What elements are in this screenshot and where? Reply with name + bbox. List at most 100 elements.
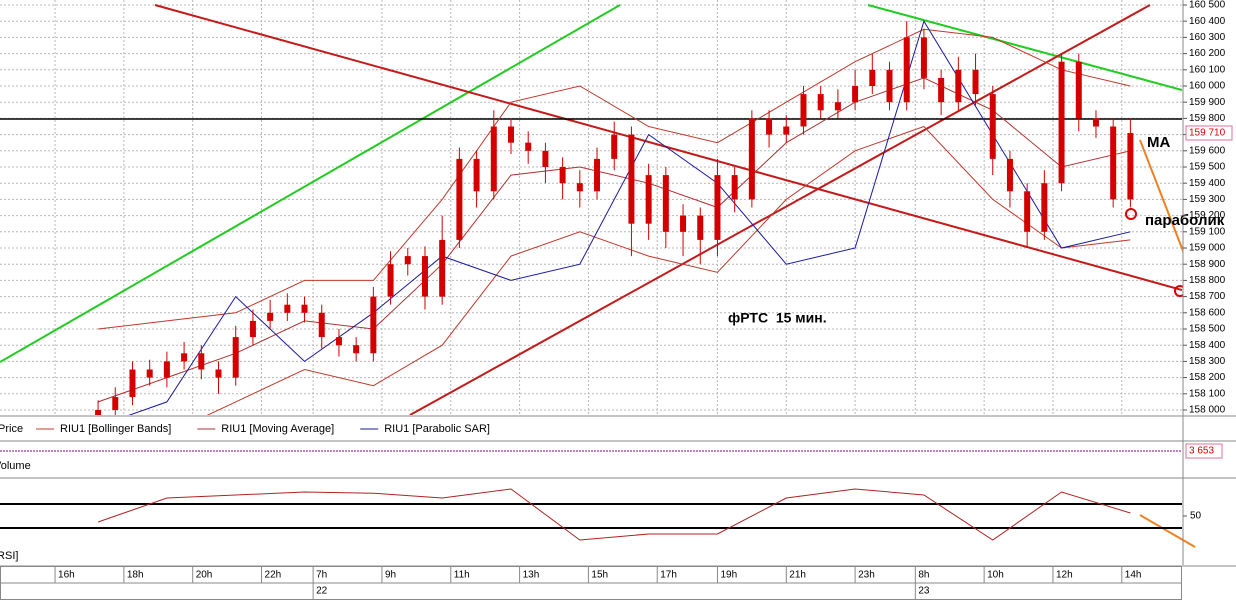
trend-line <box>867 4 1182 91</box>
candle-body <box>955 69 962 103</box>
y-tick-label: 158 600 <box>1189 307 1226 318</box>
panel-title: Volume <box>0 460 31 472</box>
x-tick-label: 10h <box>987 570 1004 581</box>
candle-body <box>576 183 583 192</box>
x-tick-label: 23h <box>858 570 875 581</box>
candle-body <box>353 345 360 354</box>
x-tick-label: 15h <box>591 570 608 581</box>
panel-title: [RSI] <box>0 550 18 562</box>
date-label: 23 <box>918 586 930 597</box>
value-label: 3 653 <box>1189 446 1214 457</box>
candle-body <box>507 126 514 143</box>
x-tick-label: 19h <box>720 570 737 581</box>
x-tick-label: 13h <box>523 570 540 581</box>
candle-body <box>163 361 170 378</box>
candle-body <box>628 134 635 224</box>
candle-body <box>404 256 411 265</box>
candle-body <box>490 126 497 192</box>
time-axis <box>0 566 1182 600</box>
candle-body <box>421 256 428 297</box>
x-tick-label: 20h <box>196 570 213 581</box>
candle-body <box>645 175 652 224</box>
y-tick-label: 160 400 <box>1189 16 1226 27</box>
legend-entry: RIU1 [Moving Average] <box>221 423 334 435</box>
candle-body <box>834 102 841 111</box>
candle-body <box>112 397 119 410</box>
candle-body <box>800 94 807 127</box>
candle-body <box>748 118 755 200</box>
candle-body <box>267 312 274 321</box>
candle-body <box>318 312 325 338</box>
candle-body <box>714 175 721 240</box>
y-tick-label: 160 500 <box>1189 0 1226 11</box>
legend-entry: Price <box>0 423 23 435</box>
candle-body <box>662 175 669 232</box>
y-tick-label: 159 200 <box>1189 210 1226 221</box>
candle-body <box>456 158 463 240</box>
y-tick-label: 158 100 <box>1189 388 1226 399</box>
y-tick-label: 159 000 <box>1189 243 1226 254</box>
x-tick-label: 11h <box>454 570 470 581</box>
candle-body <box>335 337 342 346</box>
legend-entry: RIU1 [Parabolic SAR] <box>384 423 490 435</box>
marker <box>1125 208 1137 220</box>
x-tick-label: 16h <box>58 570 75 581</box>
y-tick-label: 160 200 <box>1189 48 1226 59</box>
candle-body <box>766 118 773 135</box>
trend-line <box>0 4 621 363</box>
candle-body <box>869 69 876 86</box>
candle-body <box>938 77 945 103</box>
y-tick-label: 159 800 <box>1189 113 1226 124</box>
candle-body <box>611 134 618 159</box>
candle-body <box>525 142 532 151</box>
price-label-box <box>1185 125 1233 141</box>
candle-body <box>783 126 790 135</box>
y-tick-label: 158 000 <box>1189 405 1226 416</box>
candle-body <box>972 69 979 95</box>
candle-body <box>370 296 377 354</box>
y-tick-label: 159 100 <box>1189 226 1226 237</box>
candle-body <box>1024 191 1031 232</box>
candle-body <box>95 410 102 415</box>
candle-body <box>1075 61 1082 119</box>
x-tick-label: 12h <box>1056 570 1073 581</box>
y-axis <box>1183 0 1236 415</box>
y-tick-label: 159 500 <box>1189 162 1226 173</box>
candle-body <box>198 353 205 370</box>
x-tick-label: 18h <box>127 570 144 581</box>
x-tick-label: 14h <box>1125 570 1142 581</box>
candle-body <box>1006 158 1013 192</box>
x-tick-label: 9h <box>385 570 396 581</box>
candle-body <box>473 158 480 192</box>
candle-body <box>301 304 308 313</box>
candle-body <box>559 167 566 184</box>
y-tick-label: 158 200 <box>1189 372 1226 383</box>
legend: Price RIU1 [Bollinger Bands] RIU1 [Moving… <box>0 423 490 435</box>
candle-body <box>284 304 291 313</box>
trend-line <box>154 4 1182 291</box>
annotation: параболик <box>1145 212 1225 229</box>
candle-body <box>817 94 824 111</box>
candle-body <box>920 37 927 78</box>
x-tick-label: 22h <box>265 570 282 581</box>
candle-body <box>542 150 549 167</box>
candle-body <box>249 320 256 338</box>
y-tick-label: 158 700 <box>1189 291 1226 302</box>
y-tick-label: 158 800 <box>1189 275 1226 286</box>
y-tick-label: 159 900 <box>1189 97 1226 108</box>
annotation: фРТС 15 мин. <box>728 310 827 326</box>
candle-body <box>1110 126 1117 200</box>
x-tick-label: 21h <box>789 570 806 581</box>
y-tick-label: 160 000 <box>1189 81 1226 92</box>
candle-body <box>181 353 188 362</box>
candle-body <box>989 94 996 159</box>
candle-body <box>852 86 859 103</box>
y-tick-label: 158 400 <box>1189 340 1226 351</box>
rsi-line <box>97 488 1131 541</box>
candle-body <box>903 37 910 103</box>
date-label: 22 <box>316 586 328 597</box>
y-tick-label: 159 300 <box>1189 194 1226 205</box>
candle-body <box>680 215 687 232</box>
trend-line <box>409 4 1151 415</box>
